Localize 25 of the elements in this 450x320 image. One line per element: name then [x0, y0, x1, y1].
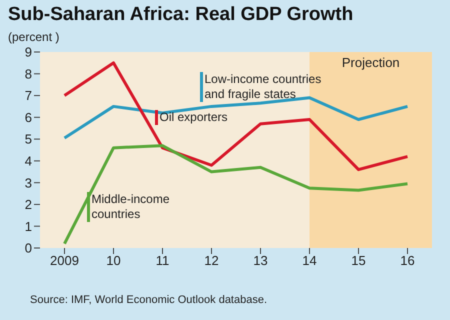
- x-tick-label: 14: [302, 253, 317, 268]
- x-tick-label: 11: [156, 253, 170, 268]
- x-tick-label: 15: [351, 253, 366, 268]
- y-tick-label: 8: [24, 66, 32, 82]
- chart-title: Sub-Saharan Africa: Real GDP Growth: [8, 4, 354, 26]
- y-tick-label: 5: [24, 132, 32, 147]
- x-tick-label: 16: [400, 253, 415, 268]
- source-note: Source: IMF, World Economic Outlook database.: [30, 294, 268, 306]
- x-tick-label: 10: [106, 253, 121, 268]
- x-tick-label: 12: [204, 253, 219, 268]
- y-tick-label: 2: [24, 197, 32, 212]
- series-label: Low-income countries and fragile states: [200, 72, 344, 102]
- series-label: Middle-income countries: [86, 192, 192, 222]
- x-tick-label: 2009: [50, 253, 79, 268]
- y-tick-label: 9: [24, 44, 32, 60]
- y-tick-label: 3: [24, 175, 32, 190]
- x-tick-label: 13: [253, 253, 268, 268]
- y-tick-label: 1: [24, 218, 32, 234]
- y-axis-title: (percent ): [8, 30, 60, 44]
- y-tick-label: 6: [24, 110, 32, 125]
- band-label: Projection: [342, 55, 400, 70]
- y-tick-label: 4: [24, 154, 32, 169]
- y-tick-label: 7: [24, 88, 32, 104]
- y-tick-label: 0: [24, 240, 32, 256]
- legend-label: Oil exporters: [154, 110, 280, 125]
